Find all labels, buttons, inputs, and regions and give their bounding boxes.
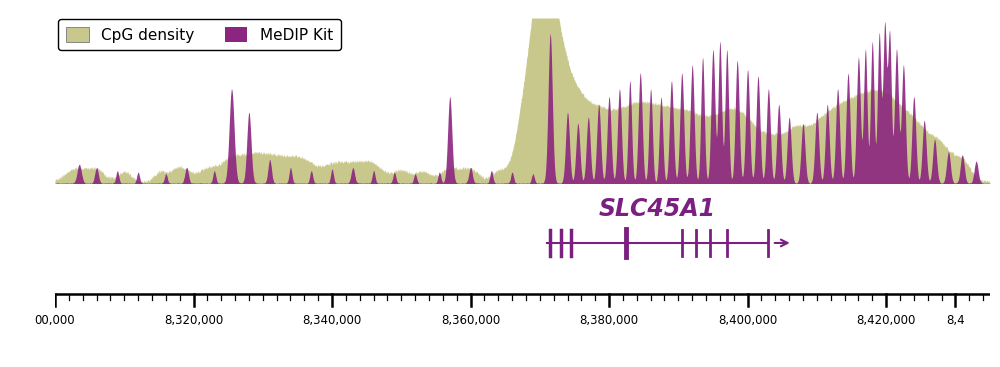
Text: 8,420,000: 8,420,000 [856, 314, 916, 327]
Text: 8,360,000: 8,360,000 [441, 314, 500, 327]
Legend: CpG density, MeDIP Kit: CpG density, MeDIP Kit [58, 19, 341, 50]
Text: 8,400,000: 8,400,000 [718, 314, 777, 327]
Text: 8,320,000: 8,320,000 [164, 314, 223, 327]
Text: 8,4: 8,4 [946, 314, 965, 327]
Text: 8,340,000: 8,340,000 [302, 314, 362, 327]
Text: 8,380,000: 8,380,000 [580, 314, 639, 327]
Text: 00,000: 00,000 [35, 314, 75, 327]
Text: SLC45A1: SLC45A1 [599, 197, 716, 221]
